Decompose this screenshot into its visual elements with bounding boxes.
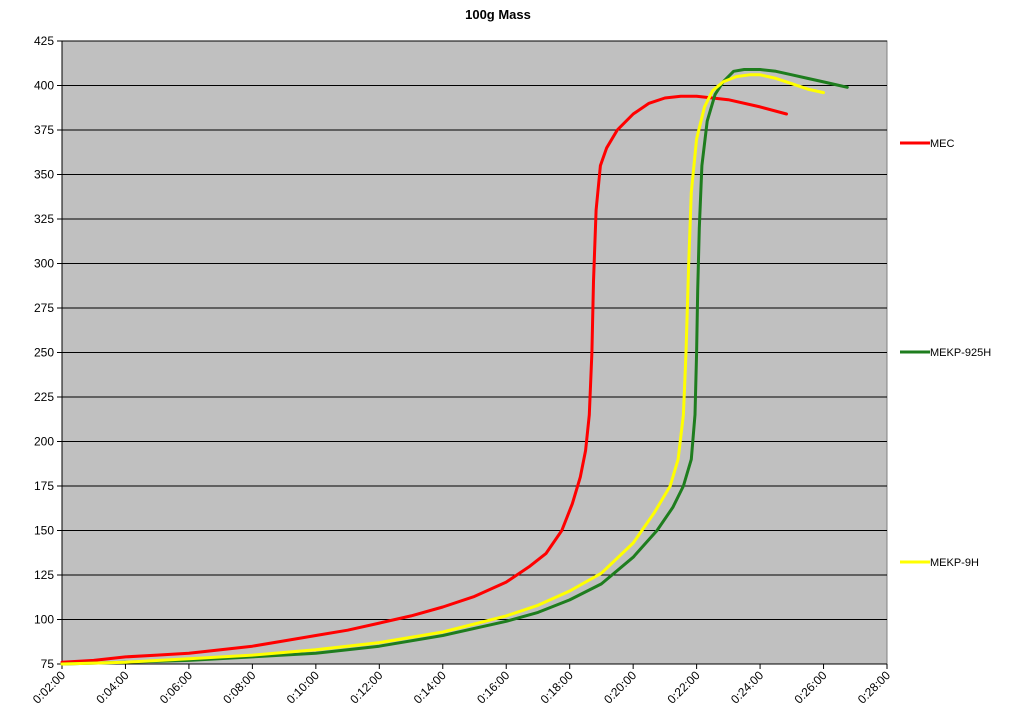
y-tick-label: 125 — [34, 568, 54, 582]
x-tick-label: 0:12:00 — [347, 668, 385, 706]
x-tick-label: 0:22:00 — [665, 668, 703, 706]
legend-item: MEC — [900, 138, 955, 150]
y-tick-label: 150 — [34, 524, 54, 538]
x-tick-label: 0:04:00 — [93, 668, 131, 706]
series-line-mekp-9h — [60, 73, 825, 666]
series-line-mekp-925h — [60, 68, 849, 666]
x-tick-label: 0:08:00 — [220, 668, 258, 706]
y-tick-label: 400 — [34, 79, 54, 93]
x-tick-label: 0:06:00 — [157, 668, 195, 706]
y-tick-label: 200 — [34, 435, 54, 449]
x-tick-label: 0:16:00 — [474, 668, 512, 706]
y-tick-label: 375 — [34, 123, 54, 137]
chart-title: 100g Mass — [465, 7, 531, 22]
x-tick-label: 0:10:00 — [284, 668, 322, 706]
x-tick-label: 0:26:00 — [791, 668, 829, 706]
y-tick-label: 425 — [34, 34, 54, 48]
x-tick-label: 0:02:00 — [30, 668, 68, 706]
y-tick-label: 100 — [34, 613, 54, 627]
legend-label: MEKP-925H — [930, 347, 991, 359]
x-tick-label: 0:28:00 — [855, 668, 893, 706]
y-tick-label: 175 — [34, 479, 54, 493]
x-tick-label: 0:18:00 — [538, 668, 576, 706]
x-tick-label: 0:14:00 — [411, 668, 449, 706]
legend-label: MEC — [930, 138, 955, 150]
y-tick-label: 75 — [41, 657, 55, 671]
legend-label: MEKP-9H — [930, 557, 979, 569]
series-lines — [60, 68, 849, 666]
y-tick-label: 275 — [34, 301, 54, 315]
y-tick-label: 350 — [34, 168, 54, 182]
y-tick-label: 300 — [34, 257, 54, 271]
legend-item: MEKP-9H — [900, 557, 979, 569]
y-tick-label: 225 — [34, 390, 54, 404]
x-tick-label: 0:20:00 — [601, 668, 639, 706]
series-line-mec — [60, 94, 788, 664]
legend-item: MEKP-925H — [900, 347, 991, 359]
y-tick-label: 325 — [34, 212, 54, 226]
legend: MEC MEKP-925H MEKP-9H — [900, 138, 991, 569]
x-tick-label: 0:24:00 — [728, 668, 766, 706]
gridlines — [62, 40, 887, 620]
y-tick-label: 250 — [34, 346, 54, 360]
